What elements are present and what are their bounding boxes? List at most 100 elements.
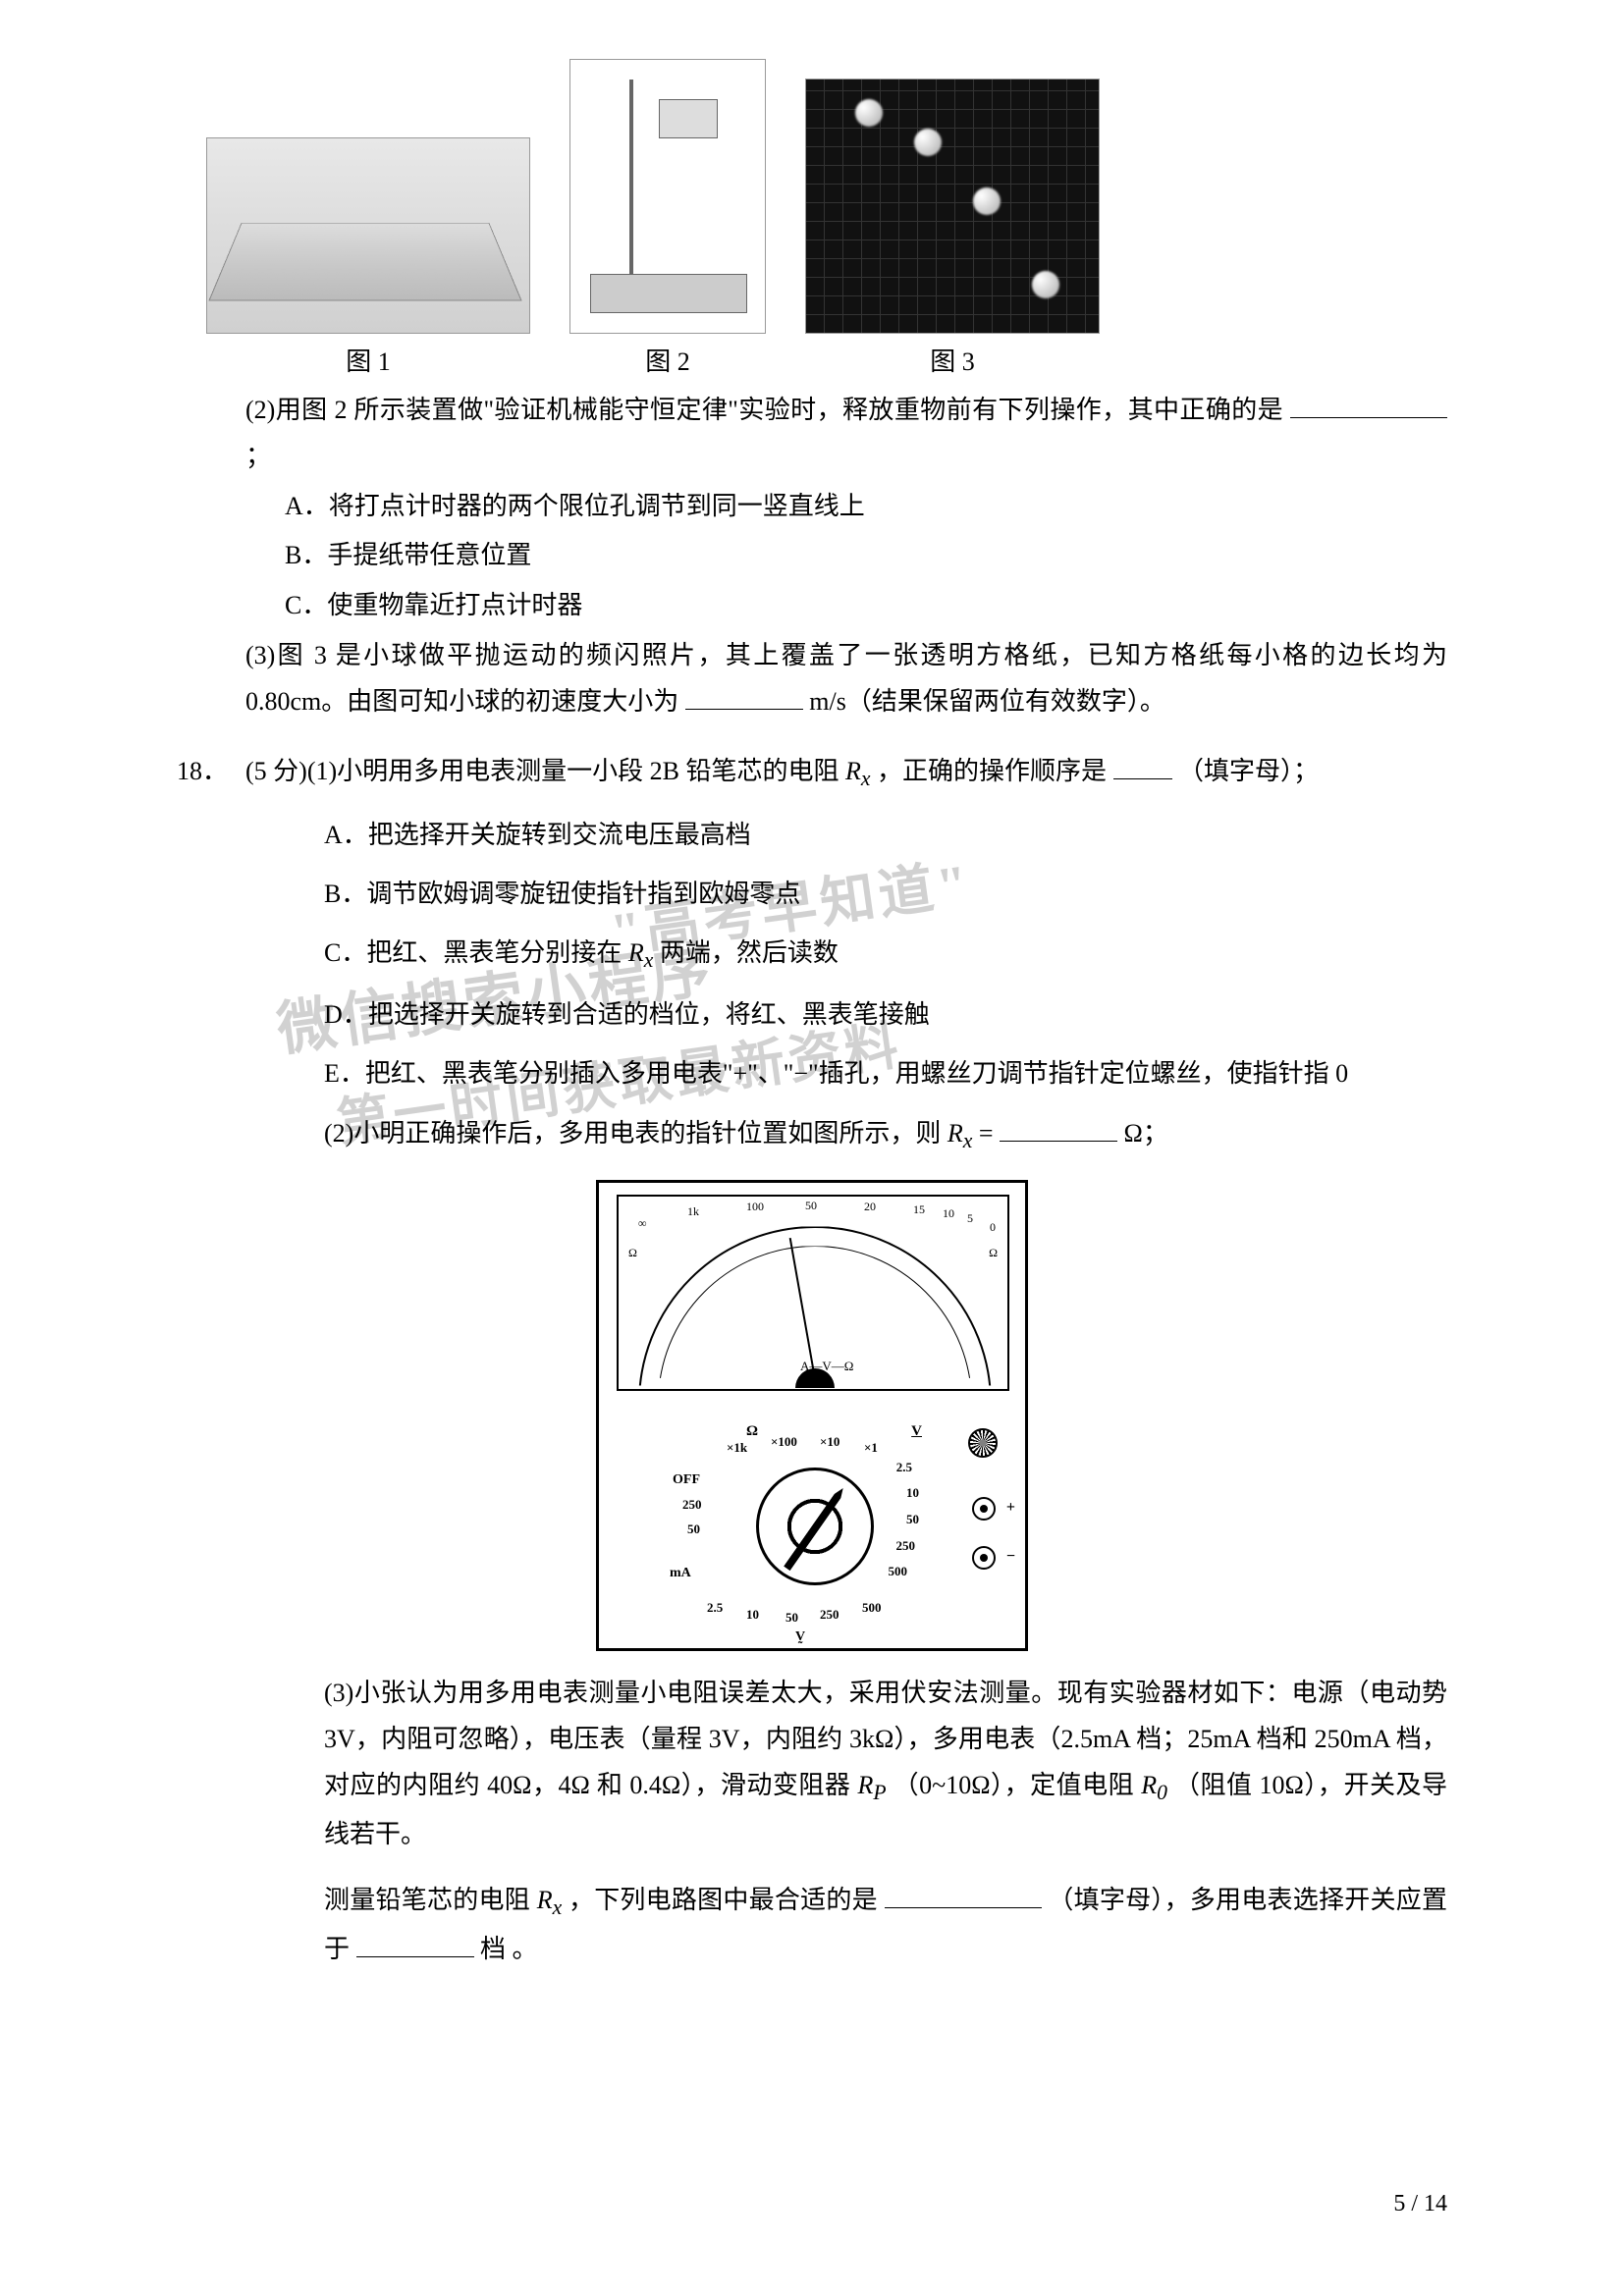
dial-x1: ×1 [864,1440,878,1456]
figure-1-label: 图 1 [346,342,391,378]
dial-v-2.5: 2.5 [896,1460,912,1475]
q18-c-sub: x [644,948,654,972]
scale-20: 20 [864,1200,876,1214]
dial-b-50: 50 [785,1610,798,1626]
terminal-plus-dot [980,1505,988,1513]
q18-4-hint2: 档 。 [480,1935,538,1963]
dial-v-10: 10 [906,1485,919,1501]
q18-c-pre: C．把红、黑表笔分别接在 [324,938,628,967]
q18-header: 18． (5 分)(1)小明用多用电表测量一小段 2B 铅笔芯的电阻 Rx ，正… [177,749,1447,798]
q18-option-a: A．把选择开关旋转到交流电压最高档 [324,810,1447,861]
figure-3-box: 图 3 [805,79,1100,378]
q18-header-body: (5 分)(1)小明用多用电表测量一小段 2B 铅笔芯的电阻 Rx ，正确的操作… [245,749,1319,798]
figure-1-box: 图 1 [206,137,530,378]
q3-prompt: (3)图 3 是小球做平抛运动的频闪照片，其上覆盖了一张透明方格纸，已知方格纸每… [245,633,1447,725]
q18-2-unit: Ω； [1124,1119,1168,1148]
scale-1k: 1k [687,1204,699,1219]
q18-rx-sub: x [861,767,871,790]
q18-2-blank [1000,1116,1117,1142]
q3-blank [685,684,803,710]
terminal-minus-label: − [1006,1548,1015,1566]
dial-b-250: 250 [820,1607,839,1623]
q18-4-sub: x [553,1896,563,1919]
q18-4-mid: ，下列电路图中最合适的是 [568,1886,878,1914]
scale-50: 50 [805,1199,817,1213]
q2-blank [1290,393,1447,418]
q18-option-e: E．把红、黑表笔分别插入多用电表"+"、"−"插孔，用螺丝刀调节指针定位螺丝，使… [324,1048,1447,1099]
scale-100: 100 [746,1200,764,1214]
q18-4-blank-2 [356,1932,474,1957]
q18-3-rp-sub: P [873,1781,886,1804]
scale-15: 15 [913,1202,925,1217]
figure-3-image [805,79,1100,334]
figure-3-label: 图 3 [930,342,975,378]
q18-c-post: 两端，然后读数 [660,938,839,967]
dial-ma-label: mA [670,1566,691,1581]
dial-section: Ω ×1k ×100 ×10 ×1 V 2.5 10 50 250 500 OF… [599,1418,1025,1654]
scale-10: 10 [943,1206,954,1221]
projectile-ball [914,129,942,156]
q18-part3: (3)小张认为用多用电表测量小电阻误差太大，采用伏安法测量。现有实验器材如下：电… [324,1671,1447,1858]
q18-number: 18． [177,749,245,798]
terminal-minus [972,1546,996,1570]
q18-4-blank-1 [885,1883,1042,1908]
scale-inf: ∞ [638,1216,647,1231]
projectile-ball [855,99,883,127]
dial-acv-250: 250 [682,1497,702,1513]
q18-2-eq: = [979,1119,1000,1148]
ohm-right-label: Ω [989,1246,998,1260]
q2-option-b: B．手提纸带任意位置 [285,533,1447,579]
q18-2-sub: x [963,1129,973,1152]
dial-b-2.5: 2.5 [707,1600,723,1616]
projectile-ball [1032,271,1059,298]
q2-prompt-suffix: ； [245,442,271,470]
q18-part2: (2)小明正确操作后，多用电表的指针位置如图所示，则 Rx = Ω； [324,1111,1447,1160]
scale-0: 0 [990,1220,996,1235]
q2-prompt-prefix: (2)用图 2 所示装置做"验证机械能守恒定律"实验时，释放重物前有下列操作，其… [245,396,1283,424]
terminal-plus-label: + [1006,1499,1015,1517]
page-number: 5 / 14 [1393,2191,1447,2217]
figure-1-image [206,137,530,334]
scale-5: 5 [967,1211,973,1226]
dial-x1k: ×1k [727,1440,747,1456]
terminal-minus-dot [980,1554,988,1562]
q18-option-d: D．把选择开关旋转到合适的档位，将红、黑表笔接触 [324,989,1447,1041]
dial-acv-50: 50 [687,1522,700,1537]
figure-2-label: 图 2 [645,342,690,378]
q18-3-rp-range: （0~10Ω），定值电阻 [893,1771,1142,1799]
q18-part4: 测量铅笔芯的电阻 Rx ，下列电路图中最合适的是 （填字母），多用电表选择开关应… [324,1878,1447,1973]
dial-v-500: 500 [889,1564,908,1579]
q18-option-b: B．调节欧姆调零旋钮使指针指到欧姆零点 [324,869,1447,920]
stand-pole [629,80,633,276]
meter-display: ∞ 1k 100 50 20 15 10 5 0 A—V—Ω Ω Ω [617,1195,1009,1391]
dial-v-label: V [911,1423,922,1440]
figures-row: 图 1 图 2 图 3 [206,59,1447,378]
q18-option-c: C．把红、黑表笔分别接在 Rx 两端，然后读数 [324,928,1447,983]
dial-x100: ×100 [771,1434,797,1450]
q18-4-r: R [537,1886,553,1914]
figure-2-box: 图 2 [569,59,766,378]
q2-option-c: C．使重物靠近打点计时器 [285,583,1447,629]
q2-option-a: A．将打点计时器的两个限位孔调节到同一竖直线上 [285,484,1447,530]
q18-rx-r: R [845,757,861,785]
q18-blank-1 [1113,754,1172,779]
q18-4-pre: 测量铅笔芯的电阻 [324,1886,537,1914]
q18-header-points: (5 分)(1)小明用多用电表测量一小段 2B 铅笔芯的电阻 [245,757,839,785]
projectile-ball [973,187,1001,215]
q3-text-unit: m/s（结果保留两位有效数字）。 [809,687,1165,716]
multimeter-container: ∞ 1k 100 50 20 15 10 5 0 A—V—Ω Ω Ω Ω ×1k… [177,1180,1447,1651]
terminal-plus [972,1497,996,1521]
q18-header-tail: ，正确的操作顺序是 [877,757,1107,785]
figure-2-image [569,59,766,334]
multimeter: ∞ 1k 100 50 20 15 10 5 0 A—V—Ω Ω Ω Ω ×1k… [596,1180,1028,1651]
q18-2-pre: (2)小明正确操作后，多用电表的指针位置如图所示，则 [324,1119,947,1148]
adjust-knob [968,1428,998,1458]
q18-3-rp: R [857,1771,873,1799]
q18-header-hint: （填字母）； [1178,757,1319,785]
dial-bottom-v: V̰ [795,1629,805,1645]
dial-v-50: 50 [906,1512,919,1527]
q18-3-r0-sub: 0 [1157,1781,1167,1804]
ohm-left-label: Ω [628,1246,637,1260]
dial-v-250: 250 [896,1538,916,1554]
dial-b-500: 500 [862,1600,882,1616]
